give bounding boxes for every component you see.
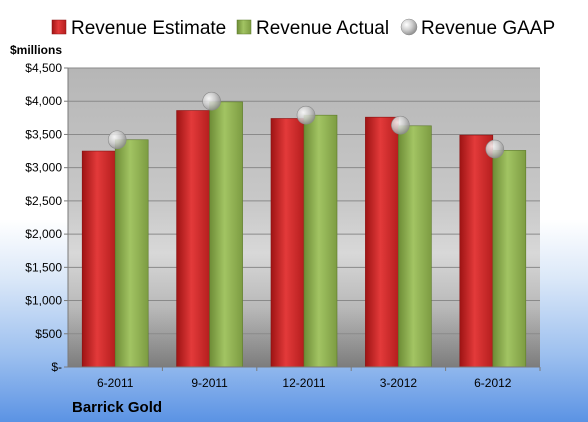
y-tick-label: $1,500	[25, 260, 62, 274]
bar-revenue-actual	[209, 101, 243, 368]
y-tick-label: $-	[51, 360, 62, 374]
gaap-marker	[296, 105, 316, 125]
y-tick-label: $4,000	[25, 94, 62, 108]
legend-swatch-actual	[236, 19, 252, 35]
y-tick-label: $1,000	[25, 294, 62, 308]
y-tick-label: $2,500	[25, 194, 62, 208]
legend-label-gaap: Revenue GAAP	[421, 18, 555, 39]
x-tick-label: 12-2011	[282, 376, 325, 390]
bar-revenue-actual	[114, 139, 149, 368]
legend-swatch-estimate	[51, 19, 67, 35]
y-tick-label: $2,000	[25, 227, 62, 241]
x-axis-ticks: 6-2011 9-2011 12-2011 3-2012 6-2012	[97, 367, 541, 390]
legend-swatch-gaap	[400, 18, 418, 36]
gaap-markers	[107, 91, 505, 159]
y-tick-label: $3,000	[25, 161, 62, 175]
x-tick-label: 6-2012	[474, 376, 512, 390]
bar-revenue-estimate	[459, 134, 494, 368]
x-tick-label: 9-2011	[191, 376, 228, 390]
bar-revenue-estimate	[365, 116, 399, 368]
gaap-marker	[485, 139, 505, 159]
legend-item-estimate: Revenue Estimate	[51, 18, 226, 39]
bars	[81, 101, 527, 368]
y-tick-label: $4,500	[25, 61, 62, 75]
gaap-marker	[202, 91, 221, 111]
bar-revenue-estimate	[270, 118, 305, 368]
y-axis-ticks: $- $500 $1,000 $1,500 $2,000 $2,500 $3,000 $3,5…	[25, 61, 68, 374]
legend-item-actual: Revenue Actual	[236, 18, 389, 39]
bar-revenue-actual	[398, 125, 432, 368]
y-unit-label: $millions	[10, 43, 62, 57]
legend-label-estimate: Revenue Estimate	[71, 18, 226, 39]
legend-label-actual: Revenue Actual	[256, 18, 389, 39]
legend-item-gaap: Revenue GAAP	[400, 18, 555, 39]
legend: Revenue Estimate Revenue Actual Revenue …	[51, 18, 555, 39]
bar-revenue-actual	[492, 150, 527, 368]
bar-revenue-estimate	[81, 150, 116, 368]
y-tick-label: $500	[35, 327, 62, 341]
gaap-marker	[391, 115, 410, 135]
bar-revenue-estimate	[176, 110, 210, 368]
gaap-marker	[107, 130, 127, 150]
bar-revenue-actual	[303, 114, 338, 368]
x-tick-label: 6-2011	[97, 376, 134, 390]
y-tick-label: $3,500	[25, 127, 62, 141]
x-tick-label: 3-2012	[380, 376, 418, 390]
company-label: Barrick Gold	[72, 399, 162, 416]
